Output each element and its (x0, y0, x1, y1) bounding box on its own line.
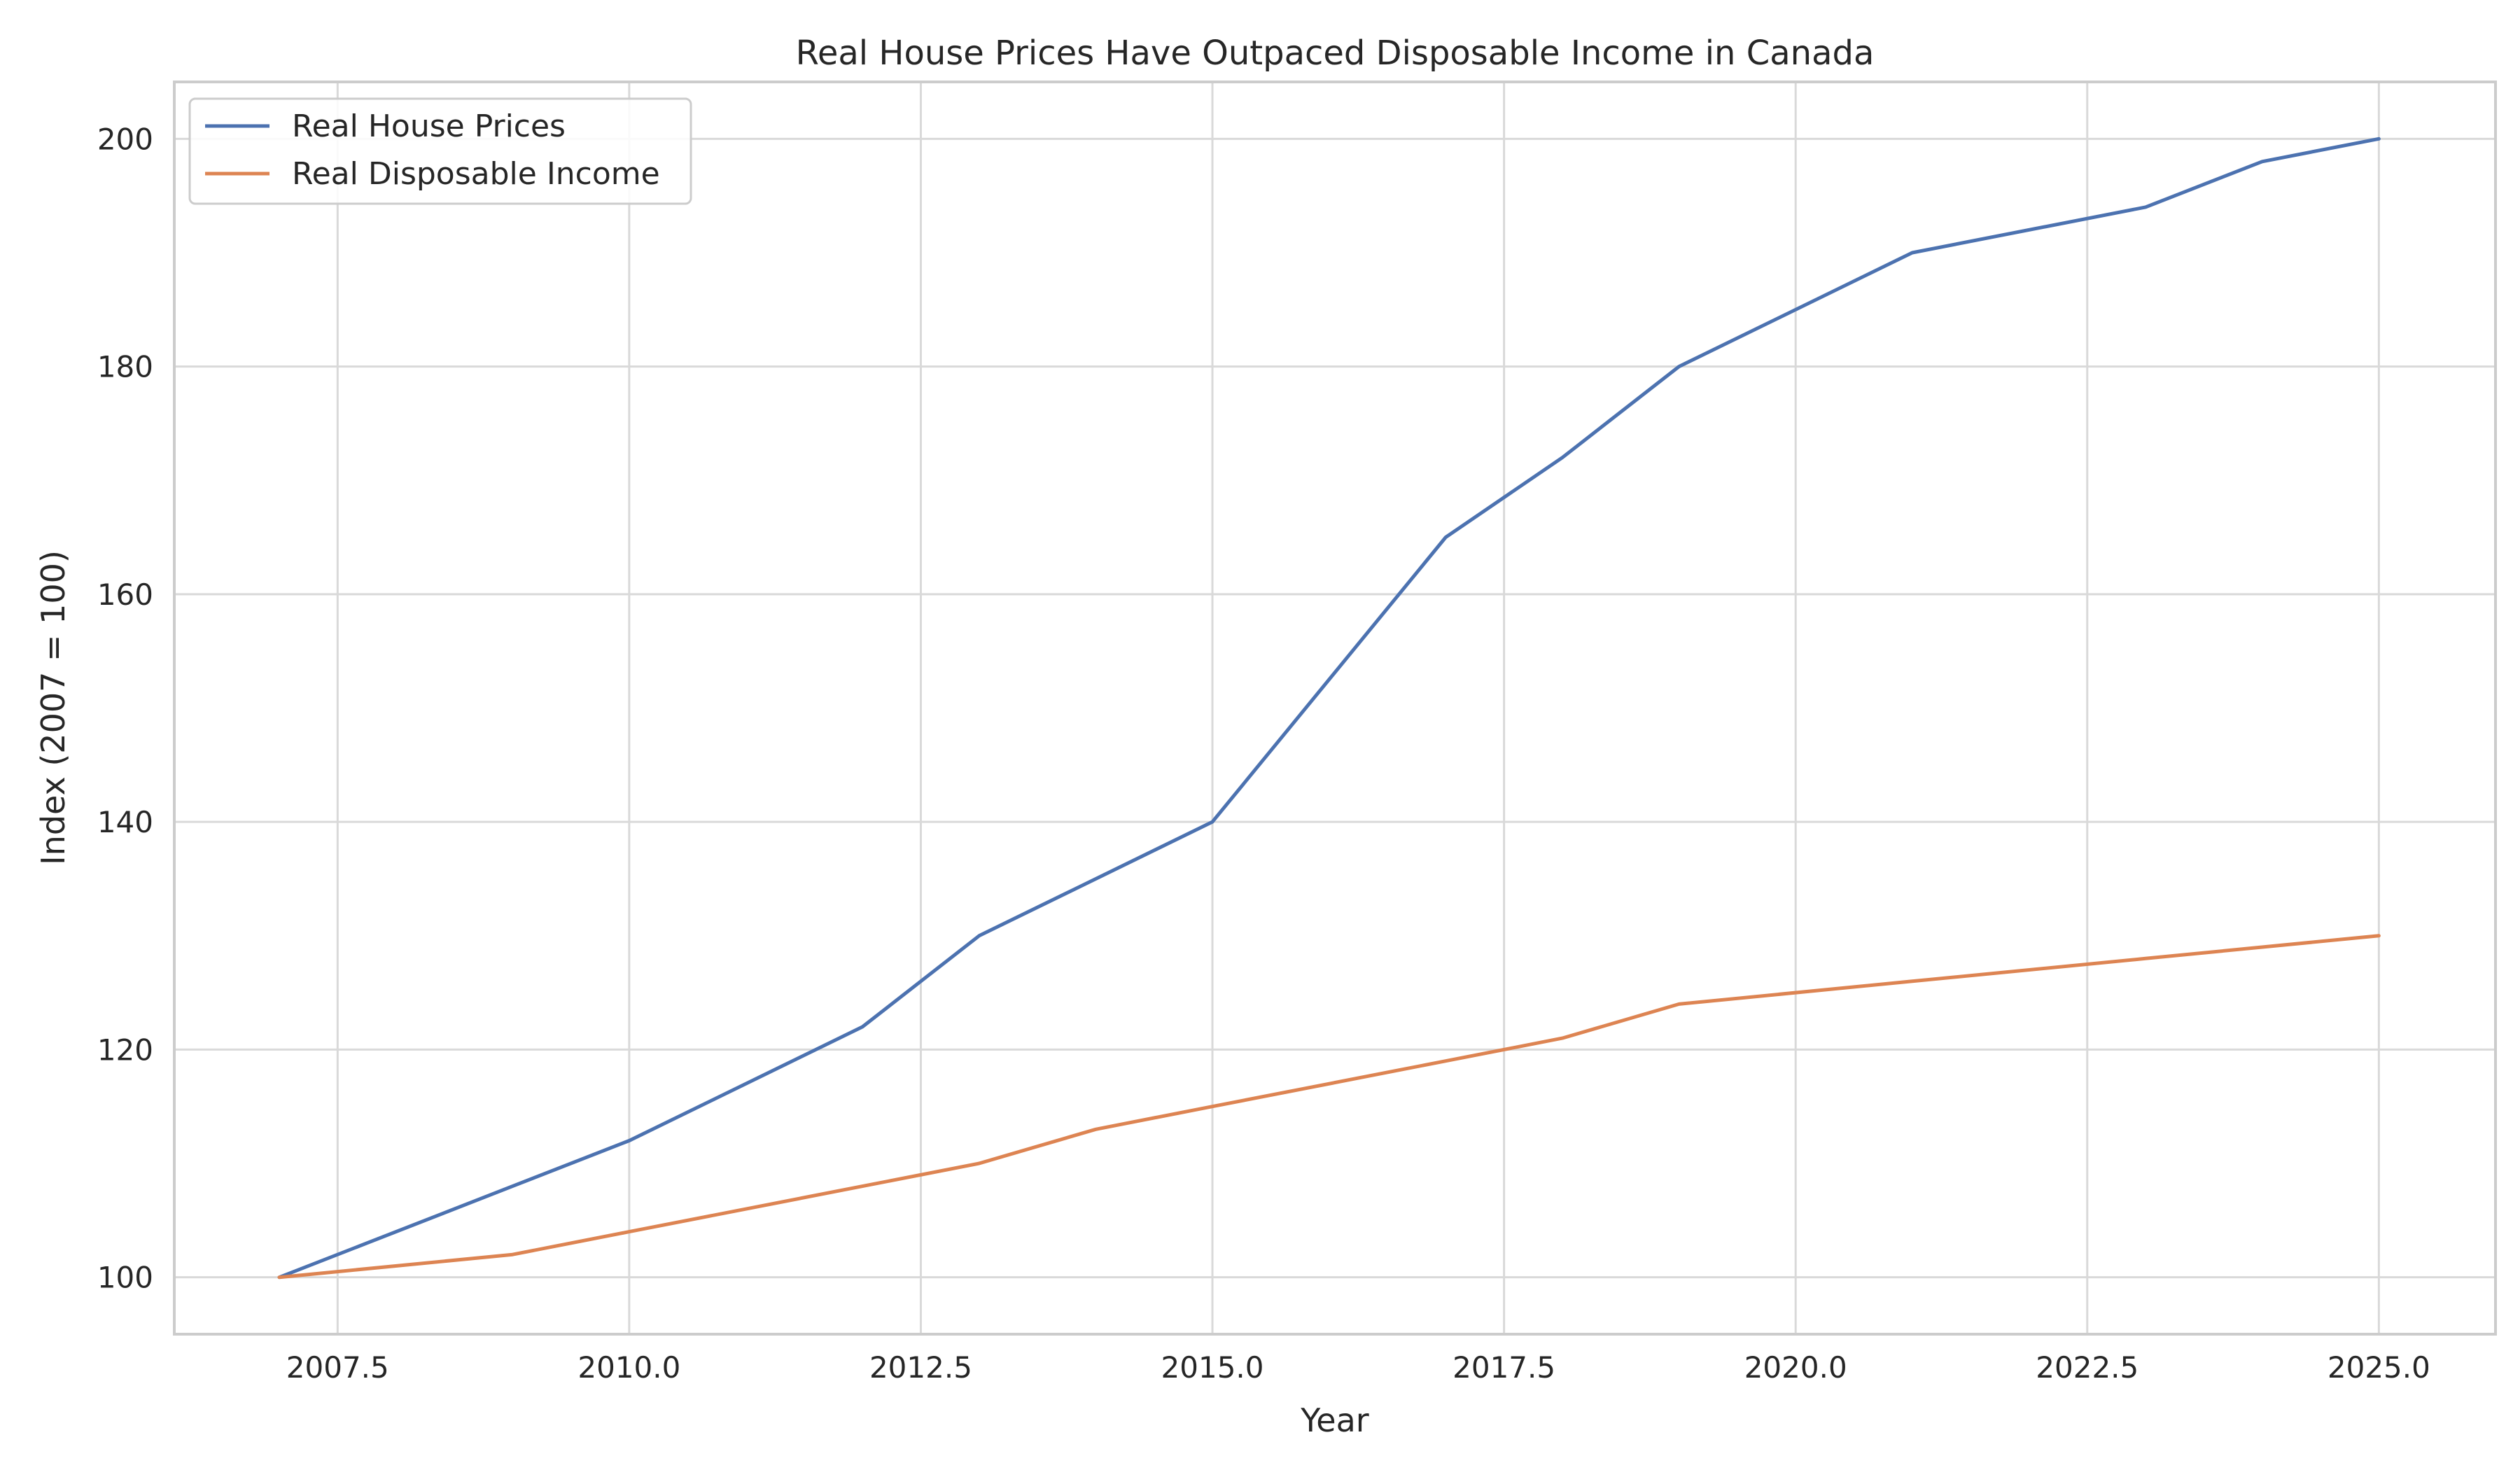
x-tick-label: 2025.0 (2328, 1350, 2430, 1385)
x-tick-label: 2020.0 (1744, 1350, 1847, 1385)
x-tick-label: 2015.0 (1161, 1350, 1264, 1385)
legend-label-disposable-income: Real Disposable Income (292, 156, 660, 192)
y-tick-label: 100 (97, 1261, 153, 1295)
x-tick-label: 2007.5 (286, 1350, 389, 1385)
x-tick-label: 2010.0 (578, 1350, 680, 1385)
y-axis-label: Index (2007 = 100) (34, 550, 72, 865)
y-tick-label: 120 (97, 1032, 153, 1067)
y-tick-label: 200 (97, 122, 153, 156)
legend-label-house-prices: Real House Prices (292, 108, 566, 144)
x-tick-label: 2012.5 (869, 1350, 972, 1385)
grid (174, 82, 2496, 1334)
series-line-real-house-prices (277, 136, 2381, 1280)
plot-frame (173, 80, 2497, 1336)
legend-box (188, 97, 692, 205)
x-axis-label: Year (1300, 1401, 1368, 1439)
y-tick-label: 180 (97, 350, 153, 384)
series-lines (277, 136, 2381, 1280)
legend: Real House Prices Real Disposable Income (188, 97, 692, 205)
chart-title: Real House Prices Have Outpaced Disposab… (796, 34, 1875, 73)
y-axis-ticks: 100 120 140 160 180 200 (97, 122, 153, 1294)
x-tick-label: 2017.5 (1452, 1350, 1555, 1385)
x-axis-ticks: 2007.5 2010.0 2012.5 2015.0 2017.5 2020.0 2022… (286, 1350, 2430, 1385)
x-tick-label: 2022.5 (2036, 1350, 2138, 1385)
y-tick-label: 160 (97, 578, 153, 612)
series-line-real-disposable-income (277, 934, 2381, 1280)
y-tick-label: 140 (97, 805, 153, 839)
